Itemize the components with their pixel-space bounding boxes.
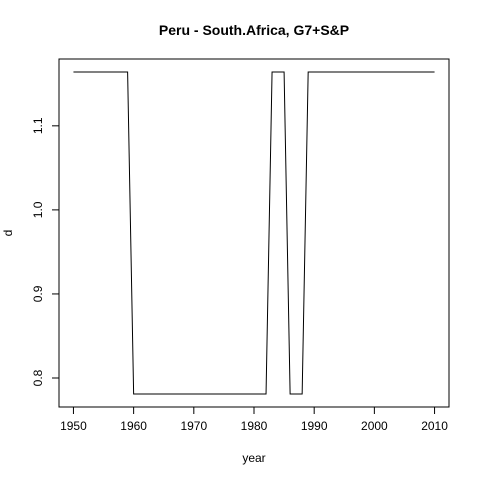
y-axis-label: d <box>1 230 15 237</box>
plot-frame <box>58 58 450 408</box>
series-line <box>73 71 435 395</box>
x-tick-label: 1970 <box>180 419 207 433</box>
x-tick-label: 1980 <box>241 419 268 433</box>
series-group <box>73 71 435 395</box>
y-tick-label: 1.1 <box>31 117 45 134</box>
x-tick-label: 1950 <box>60 419 87 433</box>
y-axis: 0.8 0.9 1.0 1.1 <box>31 117 60 386</box>
x-tick-label: 2010 <box>421 419 448 433</box>
x-tick-label: 1990 <box>301 419 328 433</box>
x-axis: 1950 1960 1970 1980 1990 2000 2010 <box>60 406 448 433</box>
x-tick-label: 1960 <box>120 419 147 433</box>
x-tick-label: 2000 <box>361 419 388 433</box>
y-tick-label: 1.0 <box>31 201 45 218</box>
x-axis-label: year <box>242 451 265 465</box>
y-tick-label: 0.8 <box>31 369 45 386</box>
chart-title: Peru - South.Africa, G7+S&P <box>159 22 349 38</box>
y-tick-label: 0.9 <box>31 285 45 302</box>
